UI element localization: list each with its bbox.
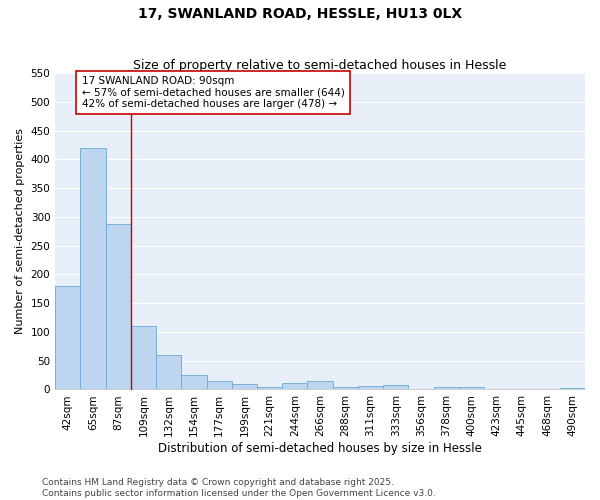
- Bar: [55, 286, 80, 390]
- Bar: [131, 326, 156, 390]
- Bar: [282, 382, 307, 390]
- Bar: [383, 385, 409, 390]
- Bar: [106, 224, 131, 390]
- Bar: [232, 384, 257, 390]
- Bar: [307, 382, 332, 390]
- Bar: [459, 387, 484, 390]
- Title: Size of property relative to semi-detached houses in Hessle: Size of property relative to semi-detach…: [133, 59, 507, 72]
- Text: Contains HM Land Registry data © Crown copyright and database right 2025.
Contai: Contains HM Land Registry data © Crown c…: [42, 478, 436, 498]
- Bar: [156, 355, 181, 390]
- Text: 17, SWANLAND ROAD, HESSLE, HU13 0LX: 17, SWANLAND ROAD, HESSLE, HU13 0LX: [138, 8, 462, 22]
- Text: 17 SWANLAND ROAD: 90sqm
← 57% of semi-detached houses are smaller (644)
42% of s: 17 SWANLAND ROAD: 90sqm ← 57% of semi-de…: [82, 76, 344, 109]
- X-axis label: Distribution of semi-detached houses by size in Hessle: Distribution of semi-detached houses by …: [158, 442, 482, 455]
- Bar: [434, 386, 459, 390]
- Y-axis label: Number of semi-detached properties: Number of semi-detached properties: [15, 128, 25, 334]
- Bar: [80, 148, 106, 390]
- Bar: [257, 386, 282, 390]
- Bar: [206, 382, 232, 390]
- Bar: [560, 388, 585, 390]
- Bar: [181, 375, 206, 390]
- Bar: [332, 386, 358, 390]
- Bar: [358, 386, 383, 390]
